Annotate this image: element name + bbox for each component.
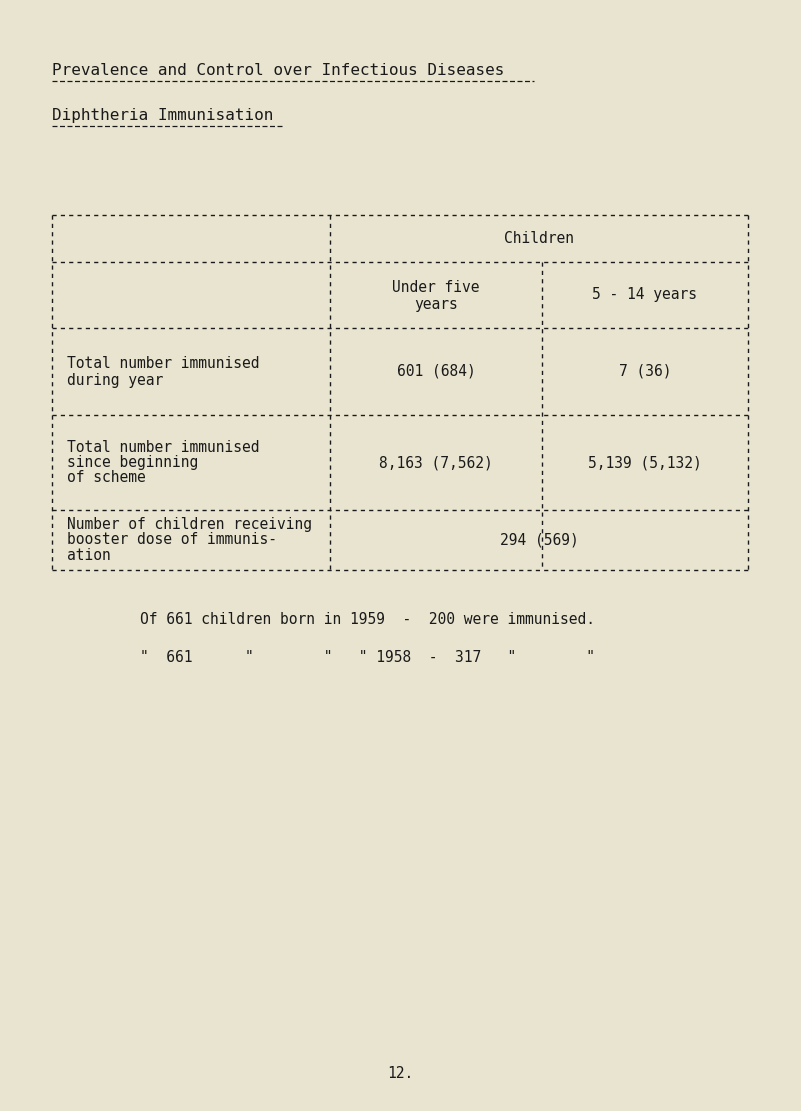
Text: 7 (36): 7 (36) — [618, 364, 671, 379]
Text: Diphtheria Immunisation: Diphtheria Immunisation — [52, 108, 273, 123]
Text: since beginning: since beginning — [67, 456, 199, 470]
Text: 294 (569): 294 (569) — [500, 532, 578, 548]
Text: Children: Children — [504, 231, 574, 246]
Text: years: years — [414, 298, 458, 312]
Text: booster dose of immunis-: booster dose of immunis- — [67, 532, 277, 548]
Text: of scheme: of scheme — [67, 470, 146, 486]
Text: 8,163 (7,562): 8,163 (7,562) — [379, 456, 493, 470]
Text: Prevalence and Control over Infectious Diseases: Prevalence and Control over Infectious D… — [52, 63, 505, 78]
Text: Total number immunised: Total number immunised — [67, 440, 260, 456]
Text: Number of children receiving: Number of children receiving — [67, 518, 312, 532]
Text: "  661      "        "   " 1958  -  317   "        ": " 661 " " " 1958 - 317 " " — [140, 651, 595, 665]
Text: ation: ation — [67, 548, 111, 562]
Text: during year: during year — [67, 373, 163, 388]
Text: Under five: Under five — [392, 280, 480, 296]
Text: Total number immunised: Total number immunised — [67, 356, 260, 371]
Text: 5,139 (5,132): 5,139 (5,132) — [588, 456, 702, 470]
Text: 12.: 12. — [387, 1067, 413, 1081]
Text: 601 (684): 601 (684) — [396, 364, 475, 379]
Text: 5 - 14 years: 5 - 14 years — [593, 288, 698, 302]
Text: Of 661 children born in 1959  -  200 were immunised.: Of 661 children born in 1959 - 200 were … — [140, 612, 595, 628]
